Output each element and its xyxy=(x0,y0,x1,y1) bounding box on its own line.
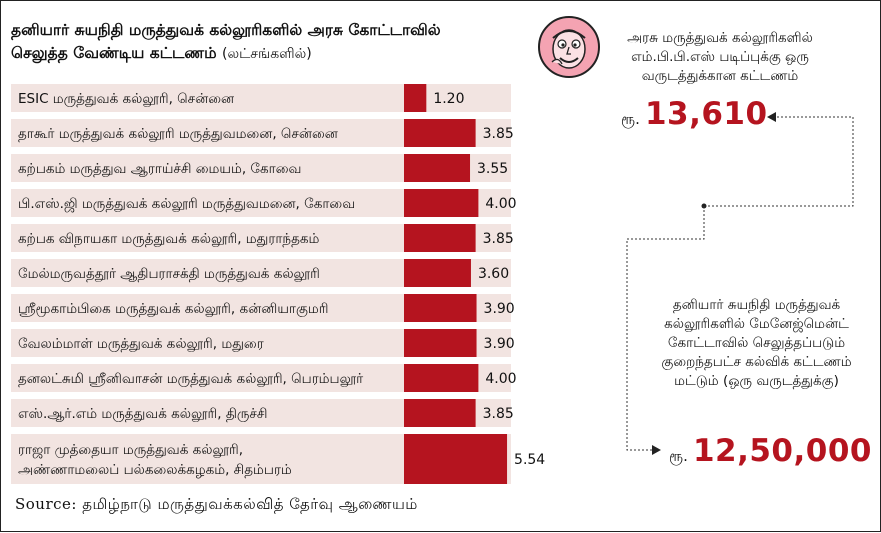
value-label: 3.85 xyxy=(483,231,514,247)
category-label: பி.எஸ்.ஜி மருத்துவக் கல்லூரி மருத்துவமனை… xyxy=(18,196,355,213)
bar xyxy=(404,399,476,427)
category-label: ராஜா முத்தையா மருத்துவக் கல்லூரி, அண்ணாமல… xyxy=(18,442,292,478)
value-label: 3.90 xyxy=(484,336,515,352)
category-label: வேலம்மாள் மருத்துவக் கல்லூரி, மதுரை xyxy=(18,336,265,352)
value-label: 1.20 xyxy=(433,91,464,107)
private-fee: ரூ. 12,50,000 xyxy=(669,433,872,469)
category-label: ESIC மருத்துவக் கல்லூரி, சென்னை xyxy=(18,91,235,107)
bar xyxy=(404,154,471,182)
value-label: 3.85 xyxy=(483,406,514,422)
bar-chart: ESIC மருத்துவக் கல்லூரி, சென்னை 1.20 தாகூர… xyxy=(11,84,545,484)
category-label: தாகூர் மருத்துவக் கல்லூரி மருத்துவமனை, ச… xyxy=(18,126,339,142)
value-label: 5.54 xyxy=(514,452,545,468)
category-label: தனலட்சுமி ஸ்ரீனிவாசன் மருத்துவக் கல்லூரி… xyxy=(18,371,364,387)
gov-fee-amount: 13,610 xyxy=(644,96,768,132)
source-note: Source: தமிழ்நாடு மருத்துவக்கல்வித் தேர்… xyxy=(15,495,418,513)
bar xyxy=(404,119,476,147)
row-background xyxy=(11,84,511,112)
private-fee-currency: ரூ. xyxy=(669,447,688,465)
title-line-1: தனியார் சுயநிதி மருத்துவக் கல்லூரிகளில் … xyxy=(11,21,441,39)
bar xyxy=(404,364,479,392)
value-label: 3.85 xyxy=(483,126,514,142)
unit-label: (லட்சங்களில்) xyxy=(221,46,312,62)
bar xyxy=(404,189,479,217)
title-line-2-text: செலுத்த வேண்டிய கட்டணம் xyxy=(11,44,217,62)
chart-title: தனியார் சுயநிதி மருத்துவக் கல்லூரிகளில் … xyxy=(11,19,531,66)
category-label: மேல்மருவத்தூர் ஆதிபராசக்தி மருத்துவக் கல… xyxy=(18,266,320,282)
title-line-2: செலுத்த வேண்டிய கட்டணம் (லட்சங்களில்) xyxy=(11,42,531,66)
bar xyxy=(404,294,477,322)
value-label: 3.55 xyxy=(477,161,508,177)
value-label: 4.00 xyxy=(485,196,516,212)
category-label: கற்பக விநாயகா மருத்துவக் கல்லூரி, மதுராந… xyxy=(18,231,319,247)
private-fee-amount: 12,50,000 xyxy=(692,433,872,469)
gov-fee-currency: ரூ. xyxy=(621,110,640,128)
gov-fee: ரூ. 13,610 xyxy=(621,96,768,132)
gov-fee-note: அரசு மருத்துவக் கல்லூரிகளில் எம்.பி.பி.எ… xyxy=(627,30,813,84)
value-label: 3.60 xyxy=(478,266,509,282)
bar xyxy=(404,259,471,287)
private-fee-note: தனியார் சுயநிதி மருத்துவக் கல்லூரிகளில் … xyxy=(661,297,852,389)
bar xyxy=(404,329,477,357)
category-label: எஸ்.ஆர்.எம் மருத்துவக் கல்லூரி, திருச்சி xyxy=(18,406,267,422)
bar xyxy=(404,84,427,112)
value-label: 4.00 xyxy=(485,371,516,387)
bar xyxy=(404,224,476,252)
category-label: ஸ்ரீமூகாம்பிகை மருத்துவக் கல்லூரி, கன்னி… xyxy=(18,301,328,318)
value-label: 3.90 xyxy=(484,301,515,317)
bar xyxy=(404,434,508,484)
cartoon-mascot-icon xyxy=(538,16,600,78)
category-label: கற்பகம் மருத்துவ ஆராய்ச்சி மையம், கோவை xyxy=(18,161,301,177)
